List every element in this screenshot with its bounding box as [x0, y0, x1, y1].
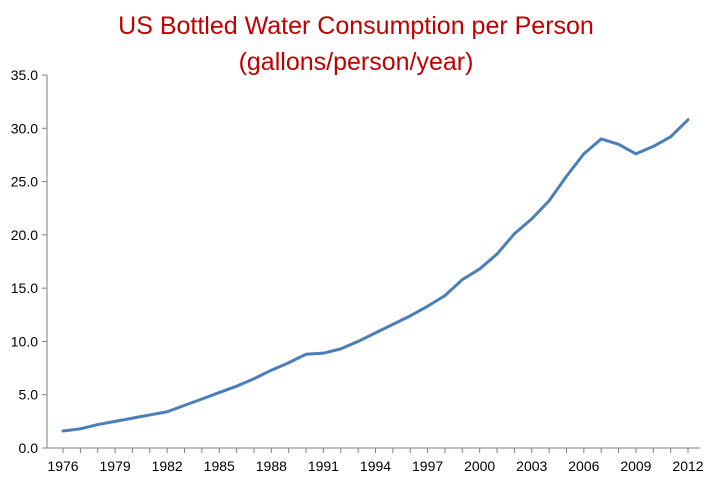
data-point — [200, 397, 203, 400]
data-point — [96, 423, 99, 426]
chart-title-line-2: (gallons/person/year) — [239, 48, 474, 76]
data-point — [148, 413, 151, 416]
y-tick-label: 35.0 — [11, 67, 38, 83]
x-tick-label: 1991 — [308, 458, 339, 474]
data-point — [548, 199, 551, 202]
x-tick-label: 1994 — [360, 458, 391, 474]
data-point — [322, 352, 325, 355]
data-point — [252, 377, 255, 380]
data-point — [357, 340, 360, 343]
data-point — [600, 137, 603, 140]
data-point — [617, 143, 620, 146]
data-point — [305, 353, 308, 356]
y-tick-label: 25.0 — [11, 174, 38, 190]
y-tick-label: 30.0 — [11, 120, 38, 136]
data-point — [166, 410, 169, 413]
data-point — [114, 420, 117, 423]
data-point — [218, 391, 221, 394]
axes: 0.0 5.0 10.0 15.0 20.0 25.0 30.0 35.0 1976 1979 19… — [11, 67, 704, 474]
x-tick-label: 1988 — [256, 458, 287, 474]
data-point — [409, 314, 412, 317]
data-point — [339, 347, 342, 350]
x-tick-label: 1985 — [204, 458, 235, 474]
x-tick-label: 1979 — [100, 458, 131, 474]
data-point — [496, 253, 499, 256]
data-point — [565, 175, 568, 178]
data-point — [443, 294, 446, 297]
data-point — [634, 152, 637, 155]
data-point — [391, 323, 394, 326]
data-point — [270, 369, 273, 372]
data-point — [461, 278, 464, 281]
data-point — [131, 417, 134, 420]
x-tick-label: 2003 — [516, 458, 547, 474]
data-point — [79, 427, 82, 430]
data-point — [652, 145, 655, 148]
data-point — [478, 267, 481, 270]
x-tick-label: 2006 — [568, 458, 599, 474]
data-point — [183, 404, 186, 407]
x-tick-label: 1982 — [152, 458, 183, 474]
x-tick-label: 2012 — [672, 458, 703, 474]
y-tick-label: 0.0 — [19, 440, 39, 456]
series-layer — [61, 118, 690, 433]
data-point — [582, 152, 585, 155]
data-point — [530, 217, 533, 220]
x-tick-label: 2000 — [464, 458, 495, 474]
x-tick-label: 1997 — [412, 458, 443, 474]
data-point — [687, 118, 690, 121]
data-point — [287, 361, 290, 364]
data-point — [374, 331, 377, 334]
y-tick-label: 20.0 — [11, 227, 38, 243]
chart-title-line-1: US Bottled Water Consumption per Person — [118, 12, 594, 40]
y-tick-label: 10.0 — [11, 333, 38, 349]
x-tick-label: 1976 — [47, 458, 78, 474]
y-tick-label: 5.0 — [19, 387, 39, 403]
data-point — [669, 135, 672, 138]
data-point — [62, 429, 65, 432]
series-line — [61, 118, 690, 433]
x-tick-label: 2009 — [620, 458, 651, 474]
data-point — [513, 232, 516, 235]
data-point — [426, 305, 429, 308]
data-point — [235, 385, 238, 388]
y-tick-label: 15.0 — [11, 280, 38, 296]
